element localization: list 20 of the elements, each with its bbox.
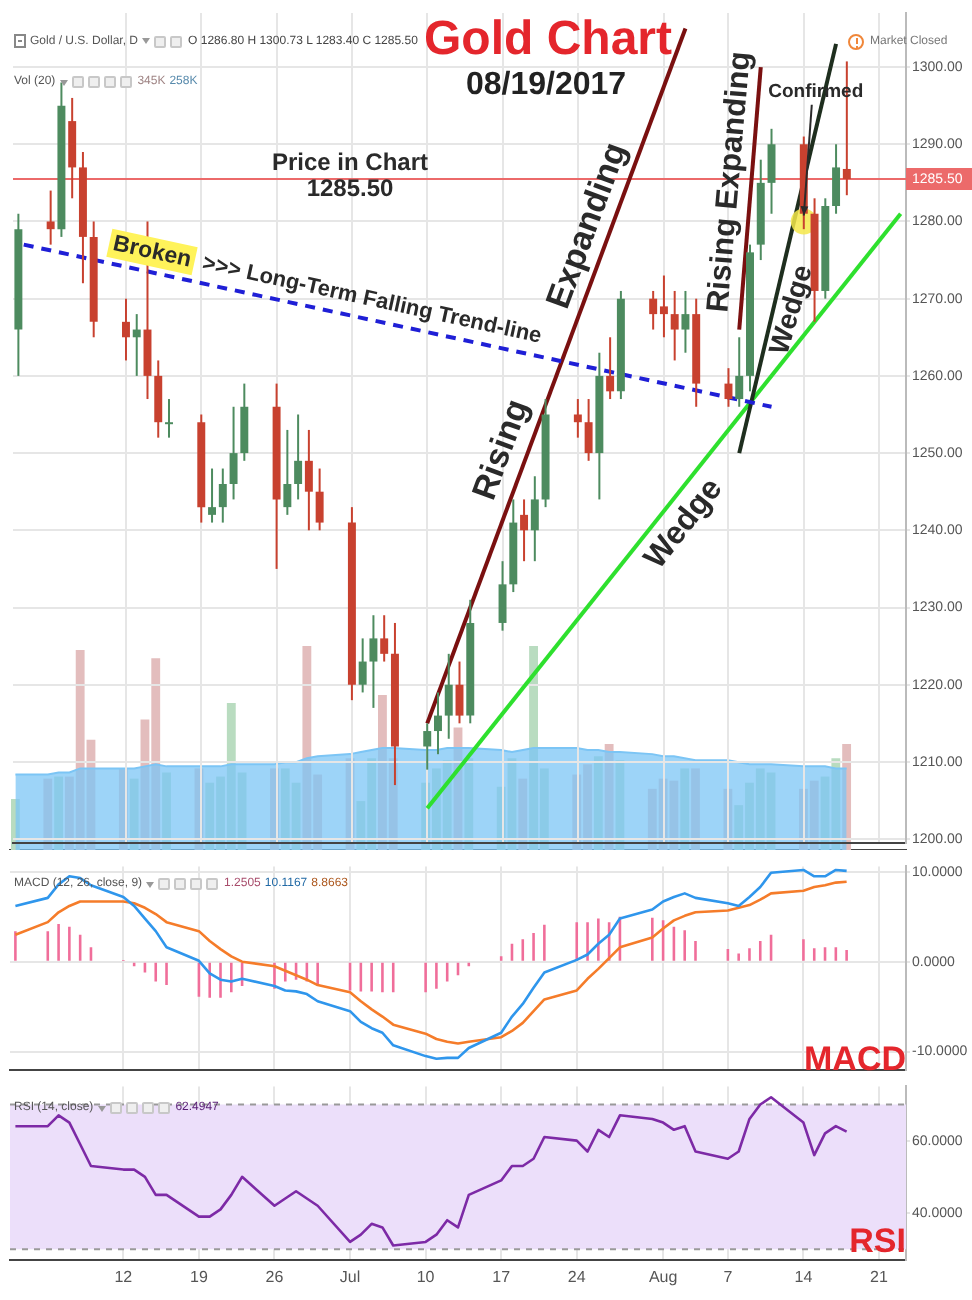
annotation: 1285.50	[306, 173, 395, 202]
x-tick-label: 14	[794, 1268, 814, 1287]
x-tick-label: 7	[723, 1268, 734, 1287]
x-tick-label: 12	[114, 1268, 134, 1287]
annotation: Rising Expanding	[701, 50, 758, 314]
x-tick-label: Aug	[648, 1268, 678, 1287]
annotation: Price in Chart	[271, 147, 429, 176]
x-tick-label: 21	[870, 1268, 889, 1287]
x-tick-label: 26	[265, 1268, 285, 1287]
x-tick-label: 10	[416, 1268, 436, 1287]
annotation: Wedge	[761, 260, 818, 358]
x-tick-label: 17	[492, 1268, 512, 1287]
text: MACD	[804, 1040, 906, 1078]
text: RSI	[849, 1222, 906, 1260]
annotation: Broken	[110, 232, 194, 273]
text: 08/19/2017	[465, 68, 627, 102]
x-tick-label: 24	[567, 1268, 587, 1287]
x-tick-label: 19	[190, 1268, 209, 1287]
x-tick-label: Jul	[339, 1268, 361, 1287]
chart-title: Gold Chart	[424, 12, 672, 66]
